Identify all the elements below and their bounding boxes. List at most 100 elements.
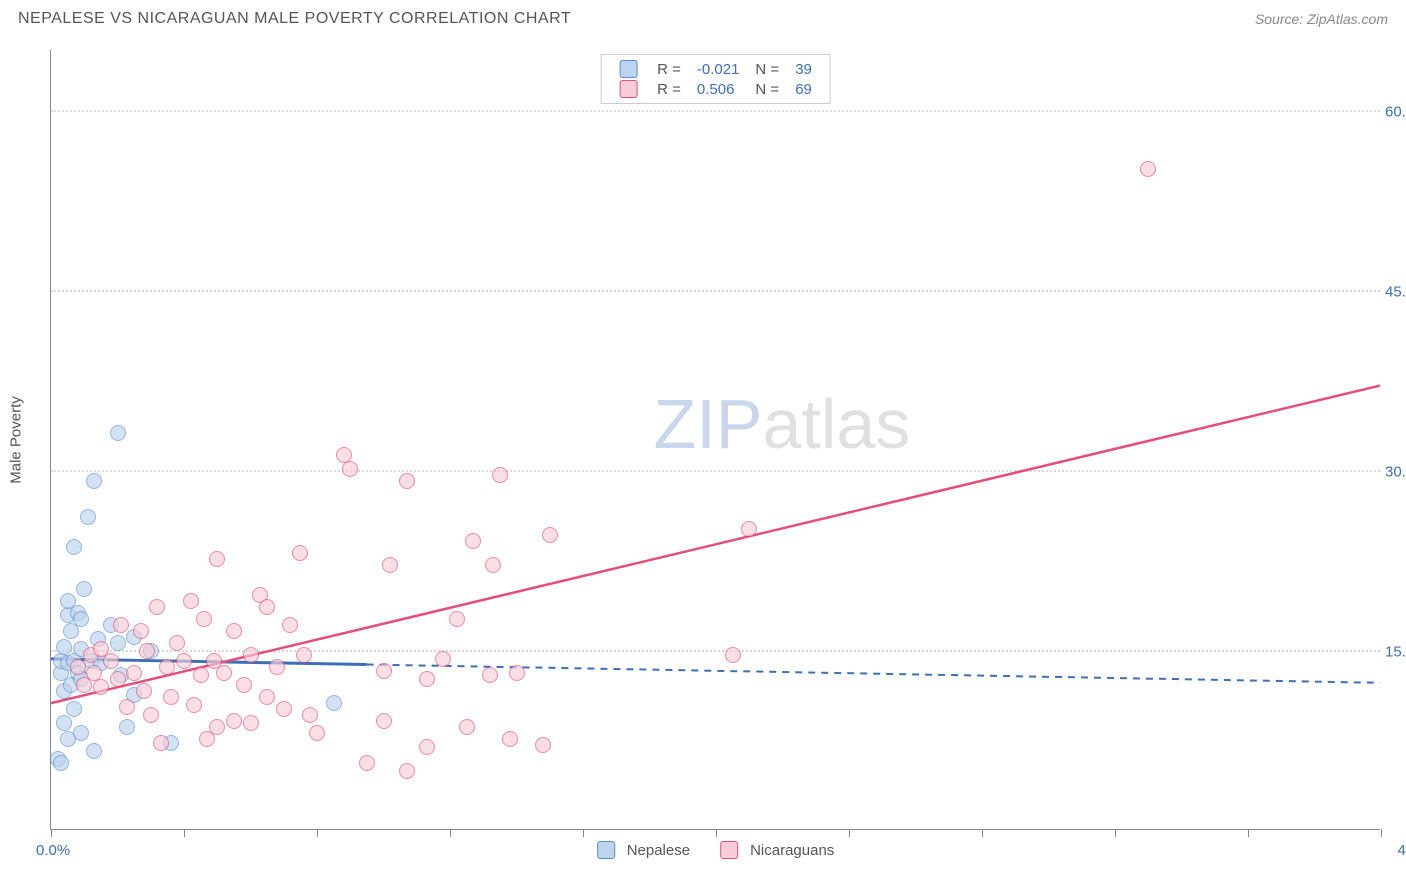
data-point — [296, 647, 312, 663]
x-tick — [1381, 829, 1382, 837]
y-tick-label: 60.0% — [1385, 104, 1406, 121]
legend-label: Nicaraguans — [750, 842, 834, 859]
data-point — [143, 707, 159, 723]
legend-r-label: R = — [649, 79, 689, 99]
data-point — [326, 695, 342, 711]
x-tick — [716, 829, 717, 837]
x-tick — [982, 829, 983, 837]
legend-swatch — [720, 841, 738, 859]
data-point — [193, 667, 209, 683]
y-axis-title: Male Poverty — [8, 396, 25, 484]
legend-r-label: R = — [649, 59, 689, 79]
scatter-chart: Male Poverty 15.0%30.0%45.0%60.0% ZIPatl… — [50, 50, 1380, 830]
data-point — [492, 467, 508, 483]
legend-row: R =-0.021N =39 — [611, 59, 820, 79]
legend-swatch — [619, 80, 637, 98]
plot-svg — [51, 50, 1380, 829]
legend-r-value: -0.021 — [689, 59, 748, 79]
data-point — [269, 659, 285, 675]
data-point — [259, 599, 275, 615]
data-point — [435, 651, 451, 667]
data-point — [449, 611, 465, 627]
data-point — [163, 689, 179, 705]
legend-swatch — [597, 841, 615, 859]
data-point — [66, 701, 82, 717]
x-tick — [51, 829, 52, 837]
chart-title: NEPALESE VS NICARAGUAN MALE POVERTY CORR… — [18, 10, 571, 28]
legend-n-label: N = — [747, 59, 787, 79]
y-tick-label: 45.0% — [1385, 284, 1406, 301]
legend-row: R =0.506N =69 — [611, 79, 820, 99]
y-tick-label: 15.0% — [1385, 644, 1406, 661]
data-point — [309, 725, 325, 741]
data-point — [226, 713, 242, 729]
legend-series: Nepalese Nicaraguans — [597, 841, 835, 859]
x-tick — [583, 829, 584, 837]
data-point — [126, 665, 142, 681]
data-point — [56, 715, 72, 731]
data-point — [282, 617, 298, 633]
x-tick — [849, 829, 850, 837]
data-point — [216, 665, 232, 681]
data-point — [56, 639, 72, 655]
data-point — [243, 647, 259, 663]
legend-n-value: 39 — [787, 59, 820, 79]
data-point — [399, 763, 415, 779]
data-point — [209, 551, 225, 567]
source-attribution: Source: ZipAtlas.com — [1255, 11, 1388, 27]
data-point — [159, 659, 175, 675]
x-tick — [450, 829, 451, 837]
data-point — [535, 737, 551, 753]
x-tick — [184, 829, 185, 837]
gridline: 60.0% — [51, 110, 1380, 112]
x-tick — [1248, 829, 1249, 837]
data-point — [76, 581, 92, 597]
watermark: ZIPatlas — [654, 384, 911, 464]
data-point — [376, 663, 392, 679]
data-point — [73, 611, 89, 627]
legend-swatch — [619, 60, 637, 78]
data-point — [342, 461, 358, 477]
data-point — [70, 659, 86, 675]
data-point — [725, 647, 741, 663]
data-point — [86, 473, 102, 489]
data-point — [259, 689, 275, 705]
data-point — [113, 617, 129, 633]
data-point — [93, 679, 109, 695]
data-point — [502, 731, 518, 747]
data-point — [382, 557, 398, 573]
data-point — [110, 635, 126, 651]
data-point — [176, 653, 192, 669]
legend-r-value: 0.506 — [689, 79, 748, 99]
data-point — [243, 715, 259, 731]
x-tick — [317, 829, 318, 837]
data-point — [133, 623, 149, 639]
data-point — [276, 701, 292, 717]
data-point — [482, 667, 498, 683]
data-point — [110, 671, 126, 687]
data-point — [139, 643, 155, 659]
legend-bottom-item: Nepalese — [597, 841, 690, 859]
data-point — [183, 593, 199, 609]
y-tick-label: 30.0% — [1385, 464, 1406, 481]
x-axis-max-label: 40.0% — [1397, 842, 1406, 859]
legend-n-value: 69 — [787, 79, 820, 99]
data-point — [169, 635, 185, 651]
data-point — [542, 527, 558, 543]
data-point — [419, 739, 435, 755]
data-point — [399, 473, 415, 489]
data-point — [153, 735, 169, 751]
data-point — [80, 509, 96, 525]
data-point — [459, 719, 475, 735]
data-point — [73, 725, 89, 741]
data-point — [119, 699, 135, 715]
data-point — [509, 665, 525, 681]
data-point — [226, 623, 242, 639]
data-point — [419, 671, 435, 687]
data-point — [1140, 161, 1156, 177]
data-point — [103, 653, 119, 669]
legend-correlation: R =-0.021N =39R =0.506N =69 — [600, 54, 831, 104]
data-point — [149, 599, 165, 615]
legend-bottom-item: Nicaraguans — [720, 841, 834, 859]
data-point — [236, 677, 252, 693]
